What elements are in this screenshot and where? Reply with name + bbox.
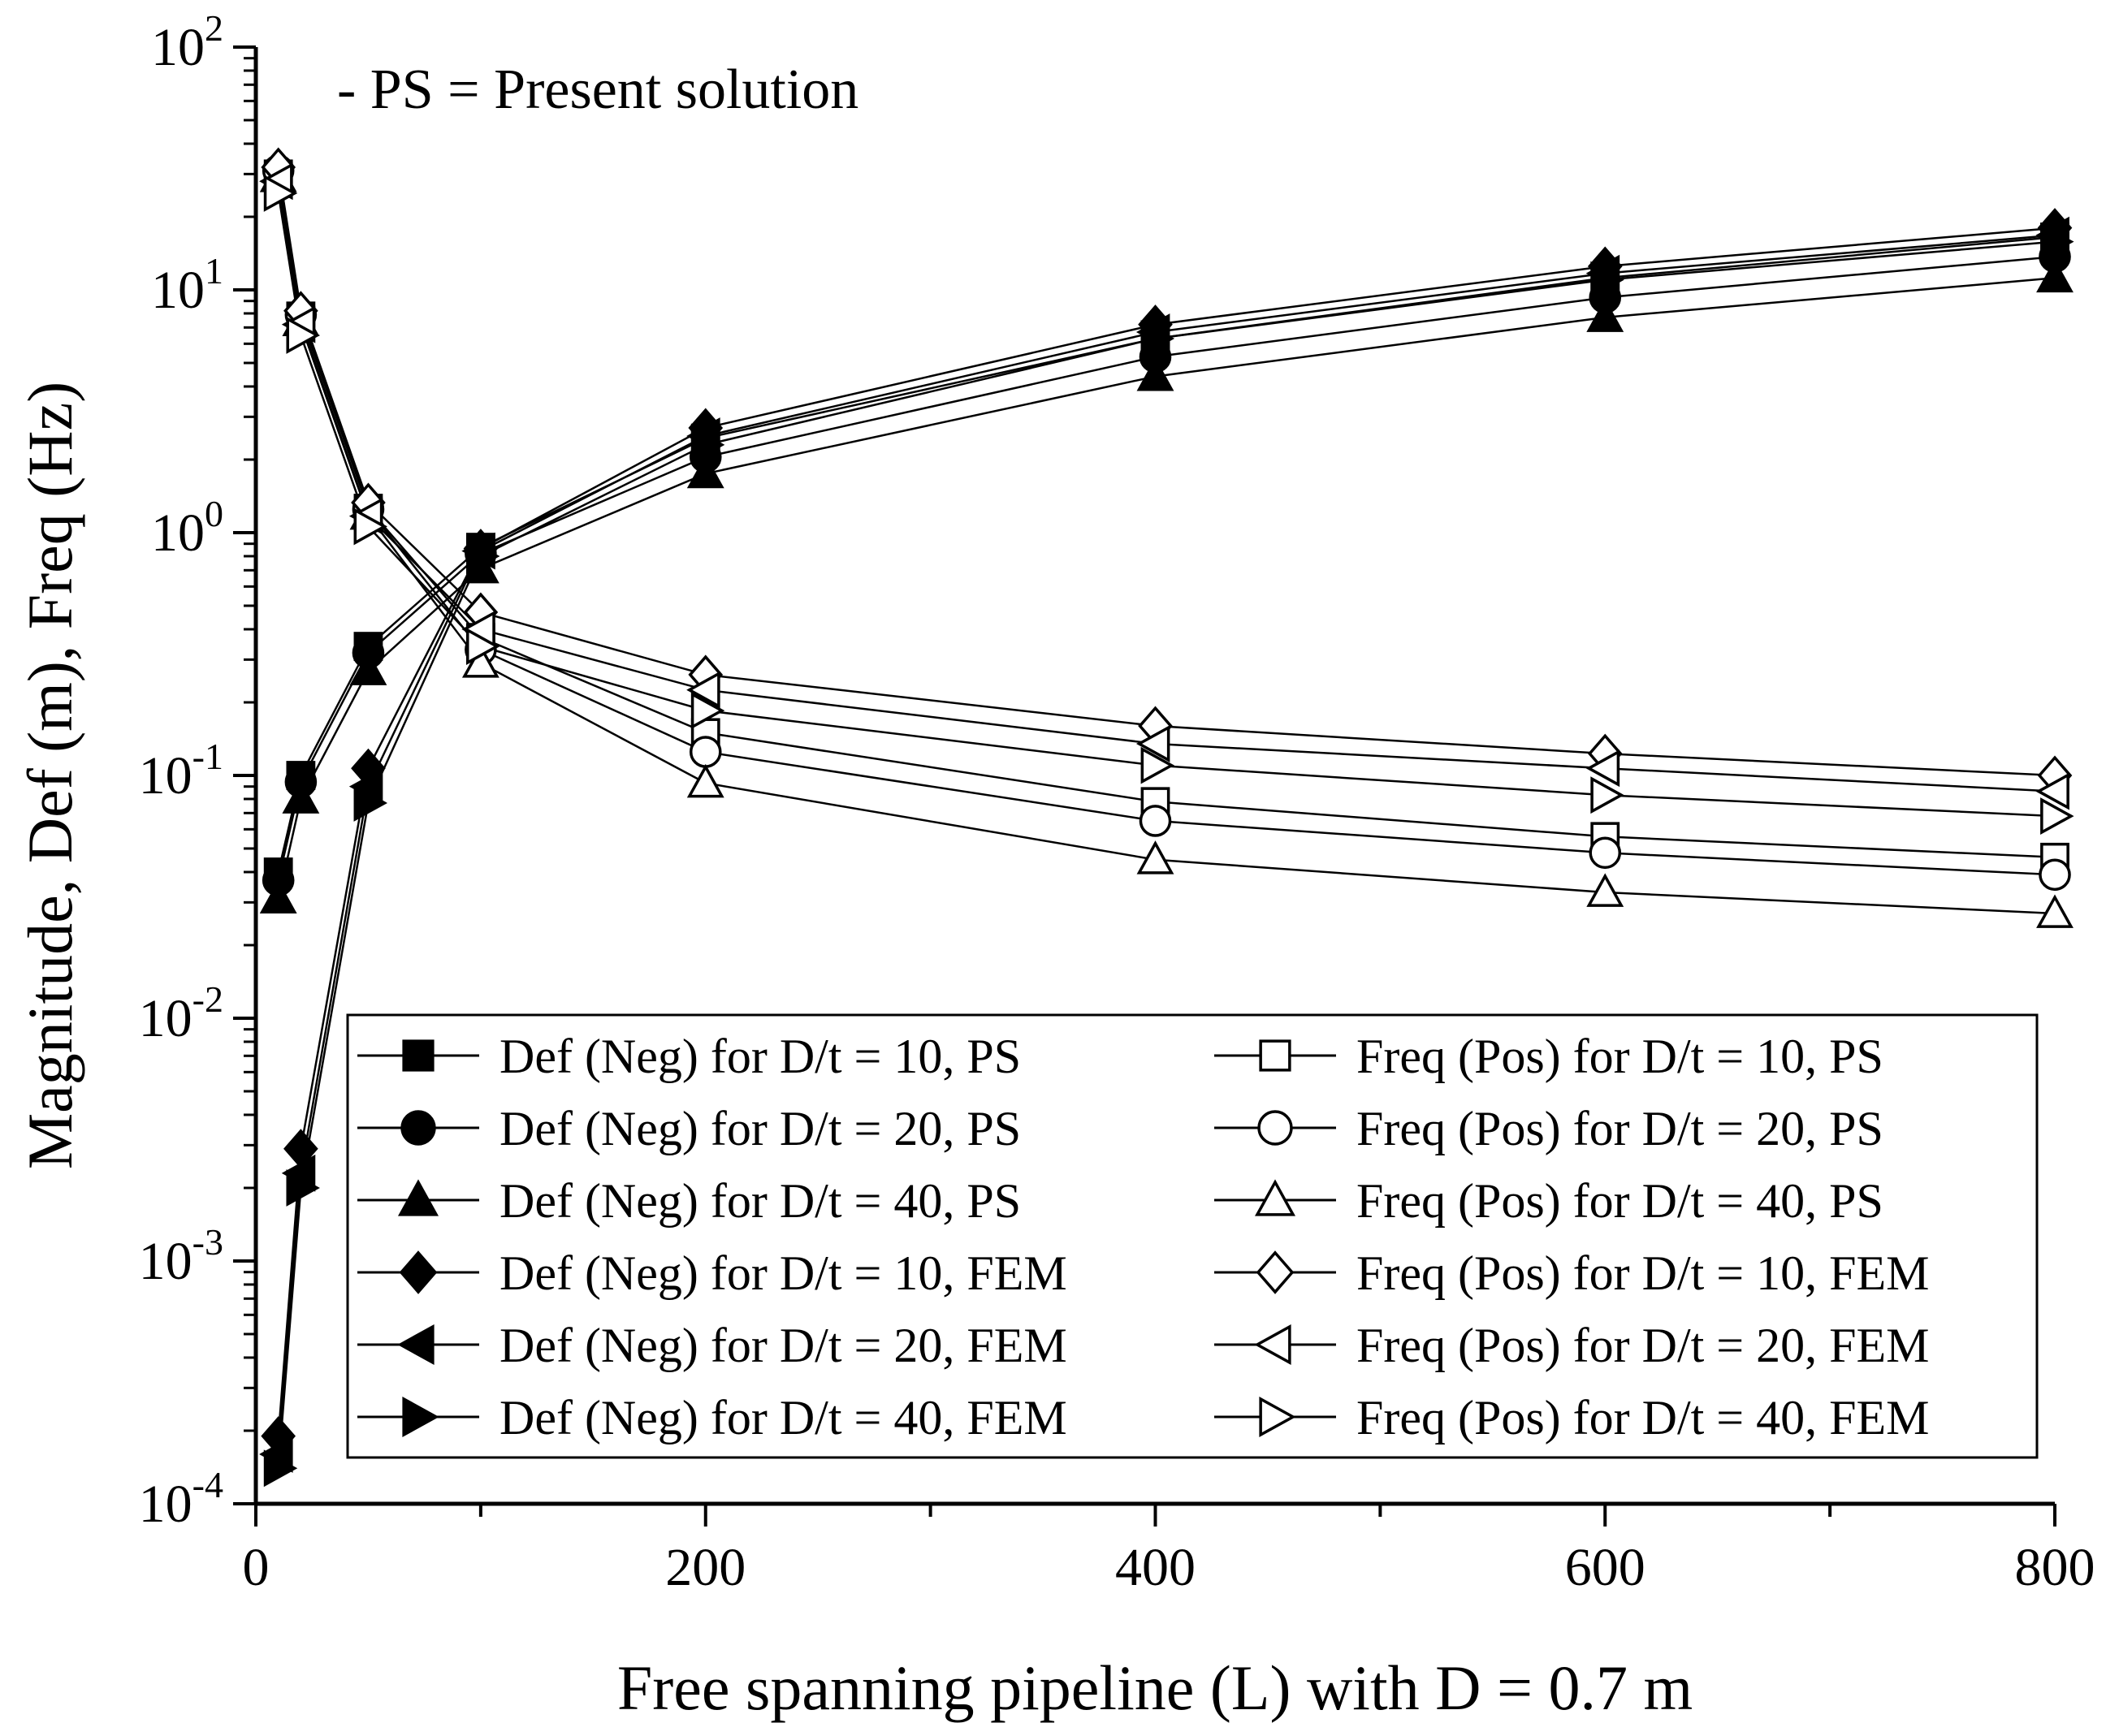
legend-label: Def (Neg) for D/t = 10, PS (499, 1030, 1021, 1083)
x-tick-label: 600 (1565, 1538, 1645, 1597)
legend-label: Freq (Pos) for D/t = 40, PS (1356, 1174, 1883, 1228)
series-line-8 (277, 170, 2056, 876)
data-point-s6-8 (2040, 222, 2074, 261)
legend: Def (Neg) for D/t = 10, PS Def (Neg) for … (346, 1013, 2039, 1459)
data-point-s8-8 (2039, 858, 2071, 892)
data-point-s11-5 (686, 671, 720, 709)
data-point-s12-2 (286, 317, 320, 354)
legend-label: Freq (Pos) for D/t = 10, PS (1356, 1030, 1883, 1083)
x-ticks: 0 200 400 600 800 (243, 1504, 2095, 1597)
series-markers (259, 147, 2074, 1488)
data-point-s12-1 (263, 175, 298, 212)
legend-label: Def (Neg) for D/t = 40, PS (499, 1174, 1021, 1228)
data-point-s3-2 (282, 779, 320, 814)
y-tick-label: 100 (151, 493, 223, 563)
y-axis-title: Magnitude, Def (m), Freq (Hz) (15, 382, 85, 1169)
series-line-5 (277, 234, 2056, 1455)
data-point-s9-6 (1136, 840, 1174, 874)
data-point-s6-4 (465, 538, 500, 575)
legend-marker (1254, 1324, 1291, 1366)
data-point-s9-7 (1586, 873, 1624, 907)
legend-items: Def (Neg) for D/t = 10, PS Def (Neg) for … (357, 1030, 1930, 1445)
data-point-s6-5 (690, 425, 725, 464)
legend-label: Freq (Pos) for D/t = 20, FEM (1356, 1319, 1930, 1372)
data-point-s3-7 (1586, 298, 1624, 332)
data-point-s11-6 (1135, 725, 1170, 762)
series-line-12 (277, 192, 2056, 818)
data-point-s3-1 (259, 879, 297, 913)
x-tick-label: 800 (2015, 1538, 2095, 1597)
y-tick-label: 10-2 (139, 978, 223, 1048)
data-point-s6-2 (286, 1169, 320, 1207)
legend-marker (1259, 1396, 1296, 1438)
legend-label: Def (Neg) for D/t = 20, FEM (499, 1319, 1067, 1372)
data-point-s8-6 (1139, 805, 1172, 837)
legend-box (346, 1013, 2039, 1459)
data-point-s8-7 (1589, 836, 1622, 870)
series-line-11 (277, 181, 2056, 792)
data-point-s9-5 (686, 763, 724, 798)
data-point-s12-8 (2040, 797, 2074, 835)
annotation-text: - PS = Present solution (337, 58, 858, 121)
legend-marker (399, 1250, 438, 1294)
y-ticks: 10-4 10-3 10-2 10-1 100 101 102 (139, 7, 256, 1534)
series-line-10 (277, 166, 2056, 777)
data-point-s8-5 (689, 736, 722, 768)
data-point-s6-6 (1140, 320, 1175, 357)
legend-label: Def (Neg) for D/t = 10, FEM (499, 1246, 1067, 1300)
x-axis-title: Free spanning pipeline (L) with D = 0.7 … (617, 1652, 1693, 1723)
data-point-s12-5 (690, 692, 725, 730)
data-point-s12-4 (465, 628, 500, 666)
y-tick-label: 10-4 (139, 1464, 223, 1534)
legend-marker (397, 1324, 435, 1366)
x-tick-label: 200 (665, 1538, 746, 1597)
data-point-s6-7 (1590, 261, 1624, 299)
legend-marker (1259, 1039, 1291, 1072)
legend-marker (400, 1110, 436, 1146)
plot-area: 0 200 400 600 800 10-4 10-3 10-2 10-1 100 101 102 (139, 7, 2095, 1597)
legend-marker (402, 1396, 439, 1438)
data-point-s9-8 (2036, 894, 2074, 928)
data-point-s3-5 (686, 454, 724, 489)
data-point-s3-8 (2036, 258, 2074, 293)
legend-label: Freq (Pos) for D/t = 40, FEM (1356, 1391, 1930, 1445)
x-tick-label: 400 (1115, 1538, 1196, 1597)
data-point-s12-6 (1140, 746, 1175, 784)
data-point-s6-3 (353, 784, 388, 822)
x-tick-label: 0 (243, 1538, 270, 1597)
y-tick-label: 10-1 (139, 736, 223, 805)
data-point-s11-8 (2035, 772, 2069, 810)
legend-marker (397, 1179, 439, 1216)
legend-marker (1257, 1110, 1293, 1146)
series-line-4 (277, 227, 2056, 1436)
y-tick-label: 101 (151, 250, 223, 320)
series-line-2 (277, 255, 2056, 881)
data-point-s6-1 (263, 1449, 298, 1488)
data-point-s12-7 (1590, 776, 1624, 814)
y-tick-label: 102 (151, 7, 223, 77)
series-line-6 (277, 240, 2056, 1469)
data-point-s3-3 (349, 651, 387, 685)
legend-label: Freq (Pos) for D/t = 20, PS (1356, 1102, 1883, 1155)
data-point-s9-4 (461, 644, 499, 678)
legend-label: Freq (Pos) for D/t = 10, FEM (1356, 1246, 1930, 1300)
y-tick-label: 10-3 (139, 1221, 223, 1291)
legend-label: Def (Neg) for D/t = 20, PS (499, 1102, 1021, 1155)
legend-marker (1254, 1179, 1296, 1216)
data-point-s11-7 (1585, 749, 1620, 788)
legend-marker (402, 1039, 435, 1072)
data-point-s3-6 (1136, 357, 1174, 391)
data-point-s12-3 (353, 507, 388, 546)
legend-marker (1256, 1250, 1295, 1294)
legend-label: Def (Neg) for D/t = 40, FEM (499, 1391, 1067, 1445)
